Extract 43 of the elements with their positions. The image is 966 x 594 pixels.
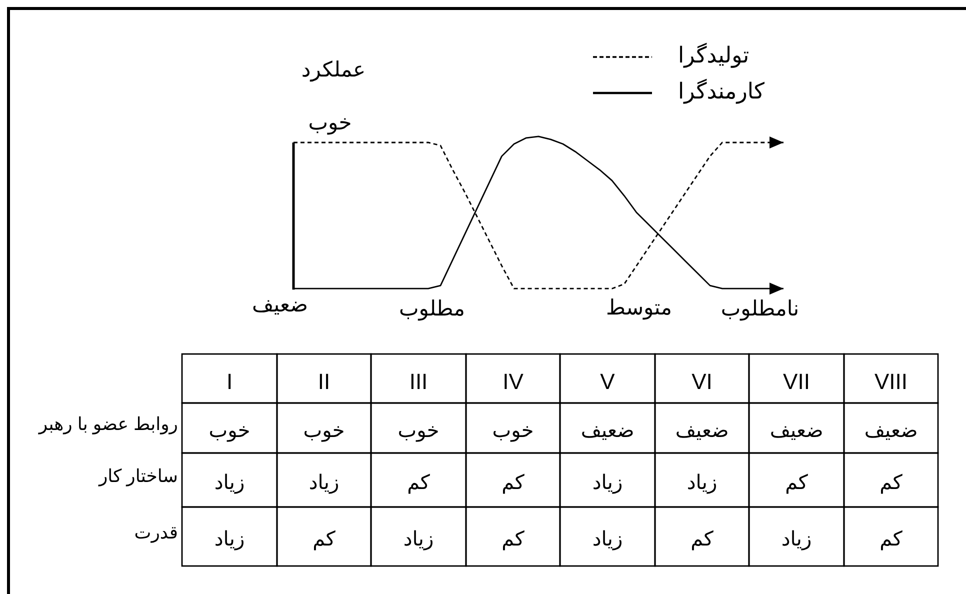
cell-label: کم bbox=[880, 472, 902, 494]
annotation: خوب bbox=[308, 112, 352, 134]
cell-label: زیاد bbox=[781, 528, 812, 550]
column-label: II bbox=[318, 369, 330, 394]
cell-label: زیاد bbox=[686, 472, 718, 494]
cell-label: کم bbox=[880, 528, 902, 550]
column-label: IV bbox=[502, 369, 524, 394]
column-label: I bbox=[226, 369, 233, 394]
cell-label: خوب bbox=[398, 420, 440, 442]
cell-label: کم bbox=[690, 528, 714, 550]
column-label: V bbox=[600, 369, 615, 394]
legend-label: کارمندگرا bbox=[678, 78, 764, 104]
cell-label: خوب bbox=[303, 420, 345, 442]
row-label: روابط عضو با رهبر bbox=[38, 414, 178, 434]
annotation: مطلوب bbox=[398, 298, 466, 320]
cell-label: ضعیف bbox=[864, 420, 918, 442]
cell-label: زیاد bbox=[403, 528, 434, 550]
cell-label: کم bbox=[502, 528, 524, 550]
cell-label: کم bbox=[407, 472, 430, 494]
column-label: VII bbox=[783, 369, 810, 394]
cell-label: زیاد bbox=[214, 472, 245, 494]
cell-label: ضعیف bbox=[580, 420, 634, 442]
column-label: III bbox=[409, 369, 428, 394]
annotation: متوسط bbox=[606, 296, 672, 320]
cell-label: کم bbox=[312, 528, 336, 550]
cell-label: زیاد bbox=[592, 528, 623, 550]
cell-label: زیاد bbox=[214, 528, 245, 550]
cell-label: کم bbox=[785, 472, 808, 494]
column-label: VIII bbox=[874, 369, 908, 394]
legend-label: تولیدگرا bbox=[678, 42, 750, 68]
cell-label: خوب bbox=[208, 420, 250, 442]
row-label: قدرت bbox=[134, 522, 178, 542]
column-label: VI bbox=[692, 369, 712, 394]
ylabel: عملکرد bbox=[301, 58, 366, 82]
annotation: نامطلوب bbox=[720, 298, 800, 320]
cell-label: کم bbox=[502, 472, 524, 494]
cell-label: زیاد bbox=[308, 472, 340, 494]
cell-label: خوب bbox=[492, 420, 534, 442]
cell-label: ضعیف bbox=[675, 420, 729, 442]
row-label: ساختار کار bbox=[98, 466, 178, 486]
cell-label: ضعیف bbox=[770, 420, 824, 442]
annotation: ضعیف bbox=[252, 294, 308, 316]
cell-label: زیاد bbox=[592, 472, 623, 494]
